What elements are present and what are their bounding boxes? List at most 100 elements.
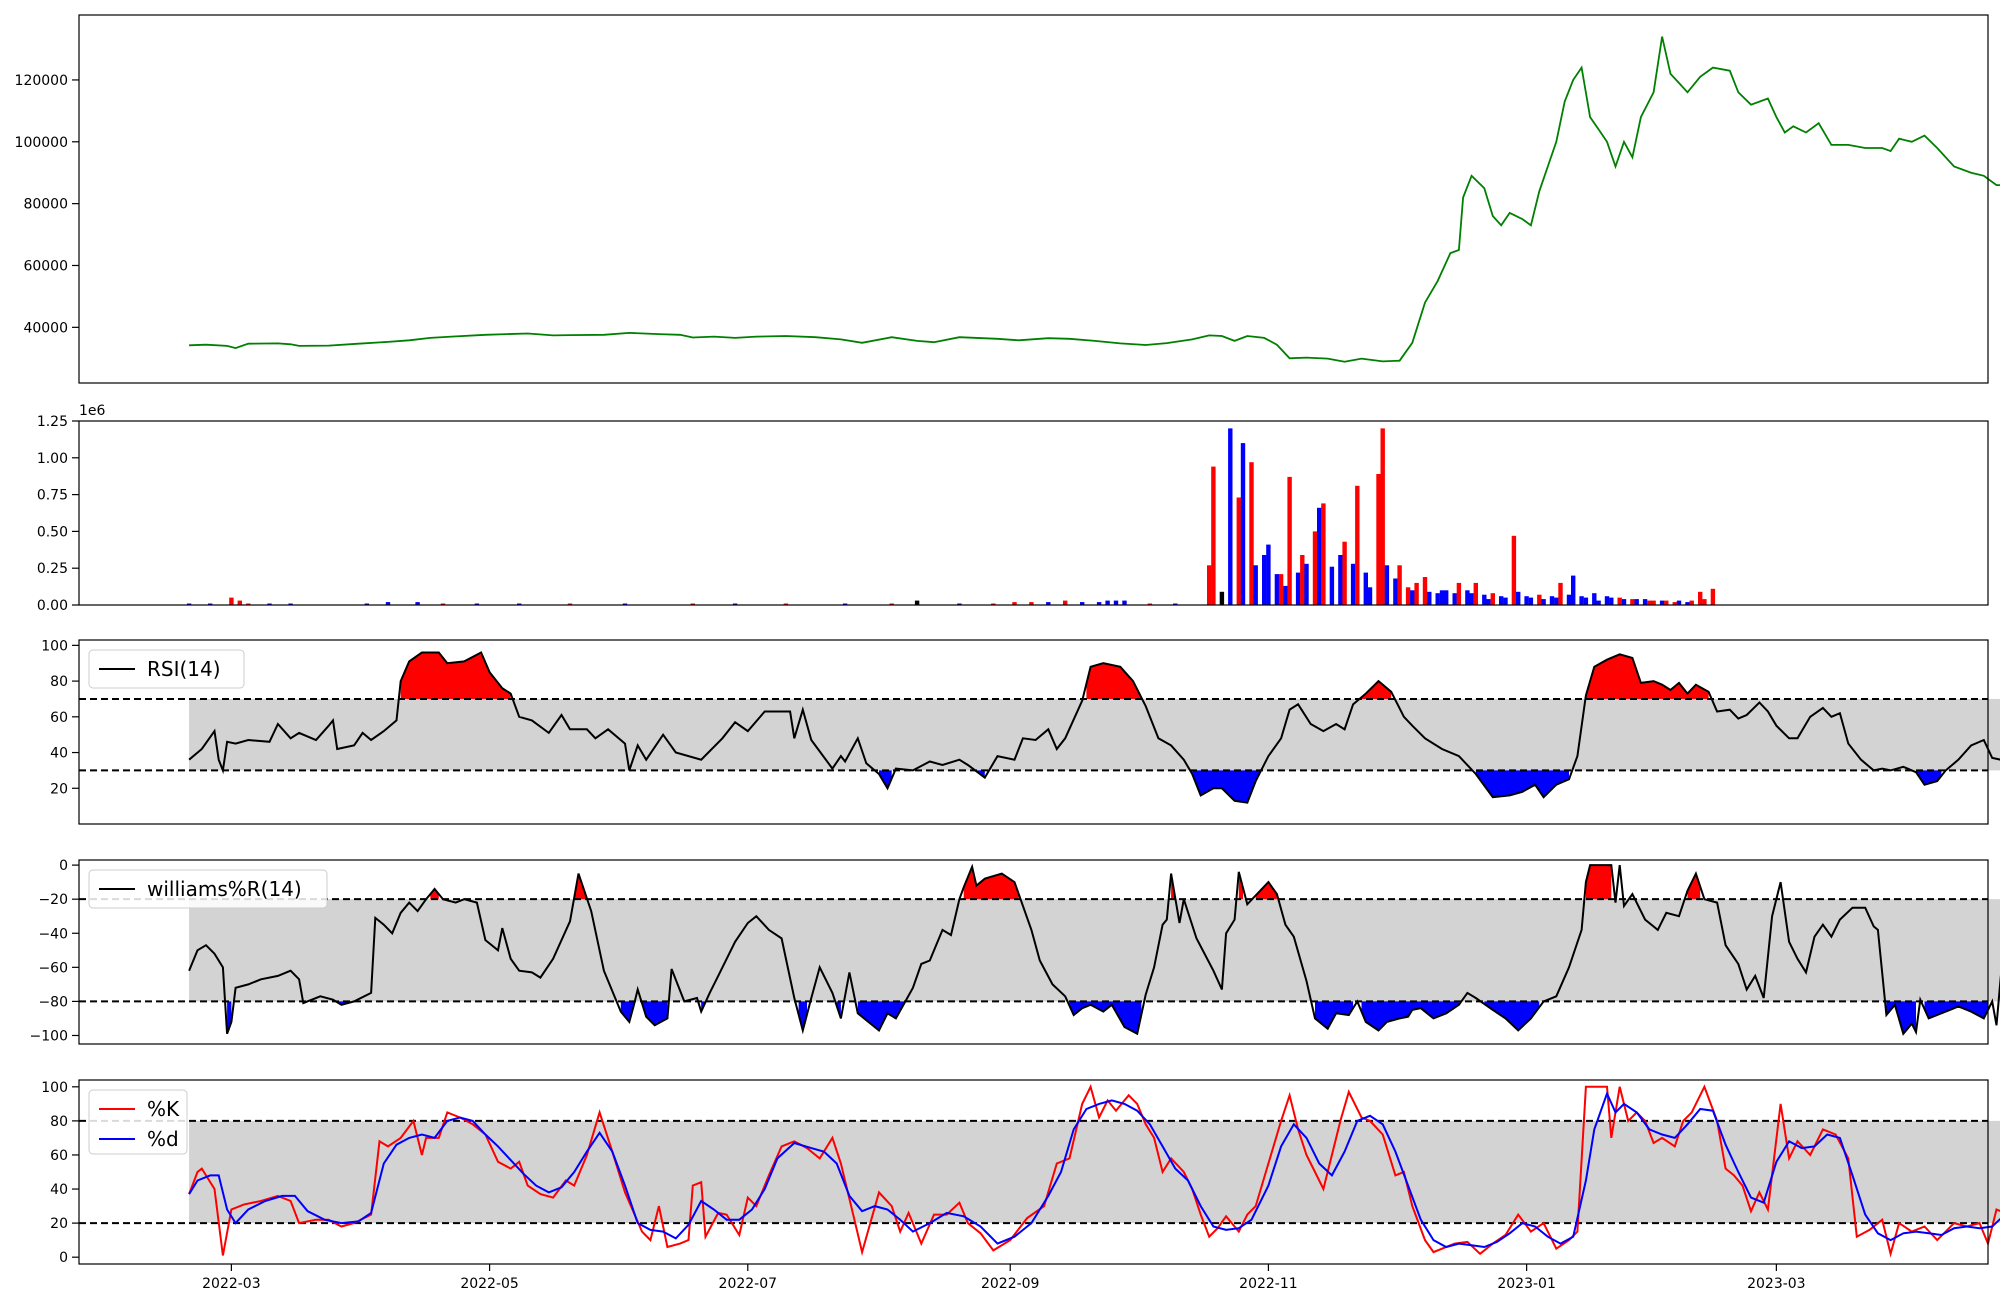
volume-bar: [1249, 462, 1254, 605]
volume-bar: [1630, 599, 1635, 605]
volume-bar: [1651, 600, 1656, 605]
legend-label: RSI(14): [147, 657, 221, 681]
series-line-k: [188, 1083, 2000, 1258]
volume-bar: [1397, 565, 1402, 605]
volume-bar: [1317, 507, 1322, 605]
oversold-fill: [1361, 1001, 1459, 1031]
volume-bar: [1452, 593, 1457, 605]
volume-bar: [246, 603, 251, 605]
x-tick-label: 2022-07: [719, 1276, 778, 1292]
volume-bar: [1393, 578, 1398, 605]
volume-bar: [1278, 574, 1284, 605]
volume-bar: [1689, 600, 1694, 605]
y-tick-label: 0.75: [37, 488, 68, 504]
volume-bar: [1516, 591, 1521, 605]
volume-bar: [1541, 599, 1546, 605]
volume-bar: [1329, 566, 1335, 605]
volume-bar: [208, 603, 213, 605]
volume-bar: [991, 603, 996, 605]
y-tick-label: 80: [50, 674, 68, 690]
volume-bar: [1312, 531, 1318, 605]
stochastic-panel: 0 20 40 60 80 100 %K %d 2022-03 2022-05 2022-07 202…: [41, 1079, 2000, 1292]
volume-bar: [1410, 590, 1415, 605]
volume-bar: [1422, 577, 1428, 605]
overbought-fill: [1585, 654, 1709, 699]
volume-bar: [1300, 555, 1305, 605]
volume-bar: [1566, 594, 1572, 605]
volume-bar: [1473, 582, 1478, 605]
volume-bar: [1342, 541, 1347, 605]
volume-bar: [914, 600, 920, 605]
overbought-fill: [963, 866, 1019, 900]
y-tick-label: 120000: [15, 73, 68, 89]
oversold-fill: [1475, 770, 1569, 798]
oversold-fill: [1924, 1001, 1988, 1019]
oversold-fill: [1192, 770, 1260, 803]
y-tick-label: 0.00: [37, 598, 68, 614]
volume-bar: [1355, 485, 1360, 605]
volume-bar: [1659, 600, 1665, 605]
axes-frame: [78, 420, 1989, 606]
volume-bar: [1435, 593, 1440, 605]
axes-frame: [78, 639, 1989, 825]
volume-bar: [1490, 593, 1495, 605]
y-tick-label: 60: [50, 710, 68, 726]
volume-bar: [1228, 428, 1233, 605]
volume-bar: [1113, 600, 1119, 605]
volume-bar: [1363, 572, 1368, 605]
volume-bar: [1486, 599, 1491, 605]
volume-bar: [229, 597, 234, 605]
volume-bar: [1554, 597, 1559, 605]
y-tick-label: 60000: [23, 258, 68, 274]
volume-bar: [1664, 600, 1669, 605]
axes-frame: [78, 14, 1989, 384]
volume-bar: [1469, 593, 1474, 605]
volume-bar: [1596, 600, 1601, 605]
oversold-fill: [642, 1001, 668, 1026]
overbought-fill: [1585, 865, 1612, 900]
volume-bar: [567, 603, 573, 605]
volume-bar: [1405, 587, 1411, 605]
volume-bar: [1439, 590, 1445, 605]
volume-bar: [237, 600, 242, 605]
volume-bar: [1096, 602, 1102, 605]
volume-bar: [1634, 599, 1639, 605]
volume-bar: [1465, 590, 1470, 605]
rsi-panel: 20 40 60 80 100 RSI(14): [41, 638, 2000, 825]
volume-bar: [957, 603, 962, 605]
y-tick-label: 20: [50, 1216, 68, 1232]
volume-bar: [1122, 600, 1127, 605]
x-tick-label: 2022-05: [460, 1276, 519, 1292]
volume-bar: [783, 603, 789, 605]
volume-bar: [1672, 602, 1677, 605]
y-tick-label: 40000: [23, 320, 68, 336]
y-tick-label: −80: [38, 994, 68, 1010]
volume-bar: [1702, 599, 1707, 605]
volume-bar: [1367, 587, 1373, 605]
volume-bar: [1063, 600, 1068, 605]
y-tick-label: 0.25: [37, 561, 68, 577]
volume-bar: [1304, 563, 1309, 605]
neutral-band: [189, 698, 2000, 771]
volume-bar: [364, 603, 369, 605]
volume-bar: [1503, 597, 1508, 605]
neutral-band: [189, 1120, 2000, 1224]
x-tick-label: 2023-03: [1747, 1276, 1806, 1292]
volume-bar: [1211, 466, 1216, 605]
y-tick-label: 80000: [23, 197, 68, 213]
y-tick-label: 0: [59, 1250, 68, 1266]
oversold-fill: [227, 1001, 232, 1034]
neutral-band: [189, 899, 2000, 1002]
volume-bar: [267, 603, 272, 605]
y-tick-label: −40: [38, 926, 68, 942]
volume-bar: [1524, 596, 1529, 605]
overbought-fill: [1086, 663, 1142, 699]
volume-bar: [1698, 591, 1703, 605]
volume-bar: [517, 603, 522, 605]
volume-bar: [1236, 497, 1241, 605]
volume-bar: [1376, 474, 1381, 605]
volume-bar: [1609, 597, 1614, 605]
volume-bar: [1647, 600, 1652, 605]
volume-bar: [1592, 593, 1597, 605]
